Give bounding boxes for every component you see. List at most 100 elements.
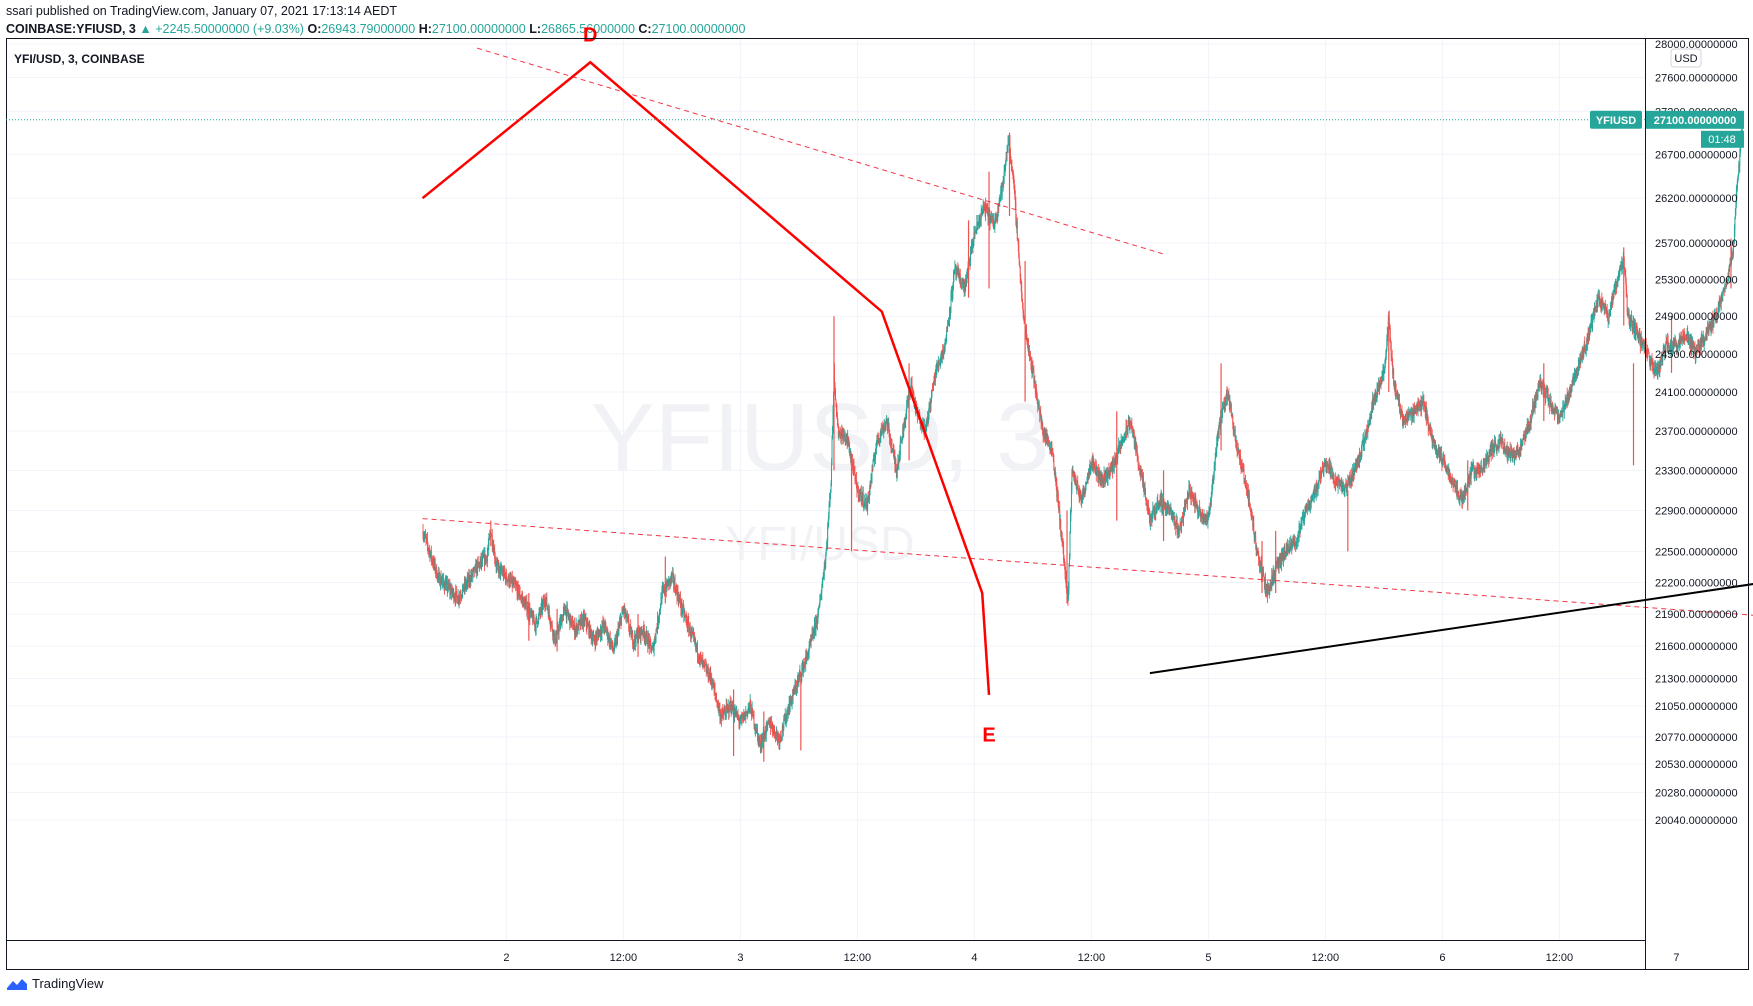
candle-body <box>1188 485 1190 489</box>
candle-body <box>1279 556 1281 566</box>
candle-body <box>1360 453 1361 457</box>
candle-body <box>1372 397 1374 408</box>
candle-body <box>476 564 478 572</box>
candle-body <box>1098 475 1100 481</box>
candle-body <box>1177 526 1179 533</box>
candle-body <box>1117 449 1119 455</box>
candle-body <box>1011 166 1013 170</box>
candle-body <box>1304 508 1306 515</box>
candle-body <box>535 618 537 631</box>
candle-body <box>946 330 948 332</box>
candle-body <box>1300 523 1302 527</box>
candle-body <box>867 498 869 510</box>
candle-body <box>484 554 486 565</box>
candle-body <box>1306 503 1308 509</box>
candle-body <box>1248 493 1250 502</box>
candle-body <box>829 499 831 505</box>
candle-body <box>513 580 515 582</box>
candle-body <box>1418 401 1419 405</box>
candle-body <box>904 417 906 424</box>
candle-body <box>1000 191 1002 197</box>
candle-body <box>514 583 516 585</box>
candle-body <box>572 620 574 630</box>
candle-body <box>1598 296 1600 298</box>
candle-body <box>841 431 843 434</box>
candle-body <box>1485 458 1487 462</box>
candle-body <box>464 582 466 588</box>
candle-body <box>697 644 698 657</box>
candle-body <box>1454 482 1456 490</box>
candle-body <box>883 426 885 429</box>
candle-body <box>865 498 867 508</box>
candle-body <box>1461 493 1463 502</box>
candle-body <box>582 618 584 626</box>
candle-body <box>1303 514 1304 517</box>
candle-body <box>1592 312 1594 315</box>
candle-body <box>647 637 649 647</box>
candle-body <box>1046 435 1048 441</box>
candle-body <box>1402 419 1404 424</box>
candle-body <box>1605 308 1607 309</box>
candle-body <box>912 387 913 391</box>
candle-body <box>600 629 602 633</box>
candle-body <box>1515 456 1516 458</box>
candle-body <box>707 667 709 673</box>
candle-body <box>1131 430 1133 432</box>
candle-body <box>1579 356 1581 365</box>
candle-body <box>587 623 589 625</box>
candle-body <box>1253 522 1255 533</box>
candle-body <box>1479 470 1481 472</box>
candle-body <box>758 741 760 743</box>
candle-body <box>1621 266 1623 270</box>
candle-body <box>1014 196 1016 203</box>
candle-body <box>454 598 456 601</box>
candle-body <box>1136 444 1138 450</box>
candle-body <box>818 605 820 610</box>
candle-body <box>708 673 710 679</box>
candle-body <box>1487 455 1489 461</box>
candle-body <box>1568 393 1570 399</box>
candle-body <box>1375 395 1377 401</box>
candle-body <box>1381 377 1383 380</box>
candle-body <box>1172 512 1174 520</box>
candle-body <box>1406 411 1408 423</box>
candle-body <box>499 566 501 575</box>
candle-body <box>1278 557 1280 569</box>
candle-body <box>431 558 433 559</box>
candle-body <box>1455 485 1457 490</box>
candle-body <box>1316 486 1318 491</box>
candle-body <box>1331 476 1333 480</box>
candle-body <box>601 627 603 634</box>
candle-body <box>798 674 800 677</box>
candle-body <box>1338 479 1340 481</box>
candle-body <box>489 534 491 537</box>
candle-body <box>645 632 647 638</box>
candle-body <box>1373 400 1375 401</box>
candle-body <box>1490 446 1492 456</box>
candle-body <box>476 564 478 573</box>
candle-body <box>743 712 745 721</box>
candle-body <box>1509 448 1511 458</box>
candle-body <box>1206 521 1208 523</box>
candle-body <box>1479 471 1481 473</box>
candle-body <box>872 461 874 470</box>
candle-body <box>433 559 435 566</box>
candle-body <box>1222 405 1224 409</box>
candle-body <box>693 635 695 639</box>
candle-body <box>847 436 849 443</box>
candle-body <box>1002 180 1004 187</box>
candle-body <box>470 575 472 577</box>
candle-body <box>593 635 595 637</box>
candle-body <box>616 635 618 638</box>
candle-body <box>1343 489 1345 495</box>
candle-body <box>1511 451 1513 456</box>
candle-body <box>1100 476 1102 484</box>
candle-body <box>1272 576 1274 580</box>
candle-body <box>1178 528 1180 533</box>
candle-body <box>1534 402 1535 409</box>
candle-body <box>1105 474 1107 476</box>
candle-body <box>1119 443 1121 449</box>
candle-body <box>1230 404 1232 416</box>
candle-body <box>703 662 705 663</box>
